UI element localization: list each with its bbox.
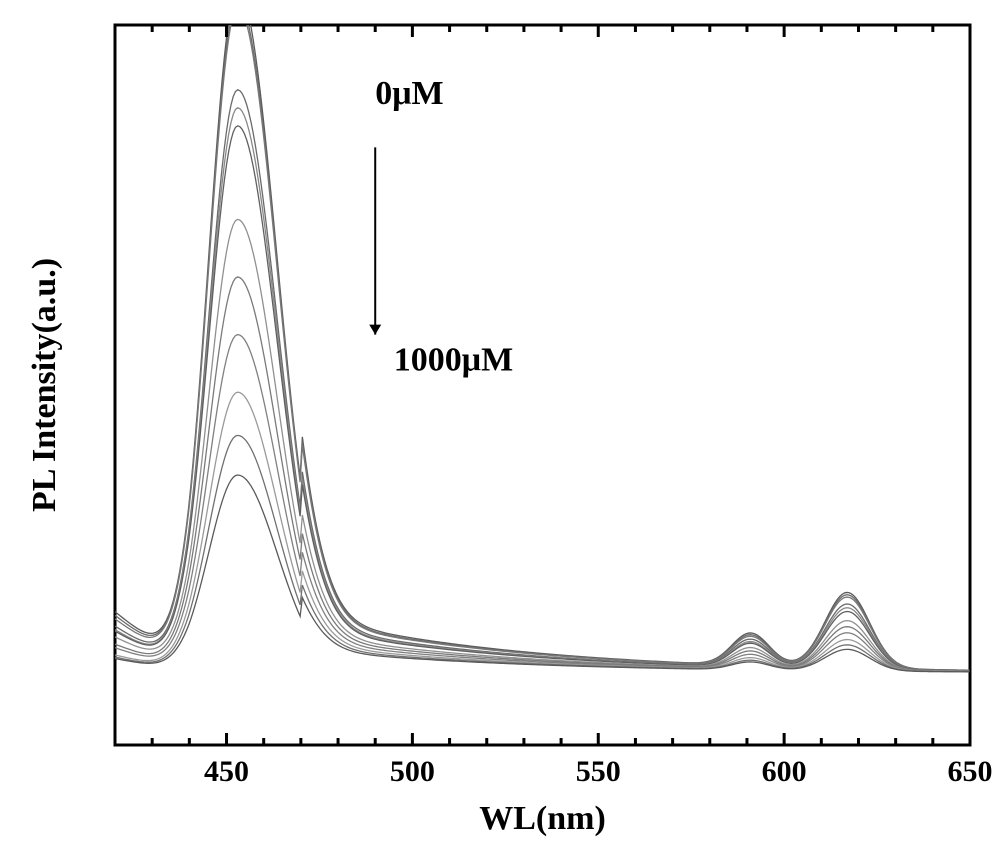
spectrum-line <box>115 0 969 670</box>
spectrum-line <box>115 219 969 671</box>
spectrum-line <box>115 335 969 672</box>
spectral-chart: 450 500 550 600 650 0μM 1000μM WL(nm) PL Inte… <box>0 0 1000 841</box>
spectrum-line <box>115 475 969 672</box>
chart-svg: 450 500 550 600 650 0μM 1000μM WL(nm) PL Inte… <box>0 0 1000 841</box>
annotation-label: 0μM <box>375 75 443 112</box>
x-axis-label: WL(nm) <box>479 800 606 837</box>
x-axis-ticks <box>115 25 970 745</box>
spectrum-line <box>115 435 969 671</box>
spectrum-line <box>115 90 969 671</box>
spectrum-line <box>115 0 969 670</box>
spectrum-line <box>115 126 969 671</box>
x-tick-label: 450 <box>204 755 249 788</box>
spectral-lines <box>115 0 969 672</box>
annotations: 0μM 1000μM <box>369 75 513 378</box>
x-tick-label: 600 <box>762 755 807 788</box>
plot-border <box>115 25 970 745</box>
spectrum-line <box>115 108 969 671</box>
y-axis-label: PL Intensity(a.u.) <box>26 258 63 512</box>
x-axis-tick-labels: 450 500 550 600 650 <box>204 755 992 788</box>
arrow-head-icon <box>369 325 381 335</box>
x-tick-label: 650 <box>948 755 993 788</box>
x-tick-label: 550 <box>576 755 621 788</box>
spectrum-line <box>115 392 969 671</box>
spectrum-line <box>115 277 969 671</box>
annotation-label: 1000μM <box>394 342 513 379</box>
x-tick-label: 500 <box>390 755 435 788</box>
